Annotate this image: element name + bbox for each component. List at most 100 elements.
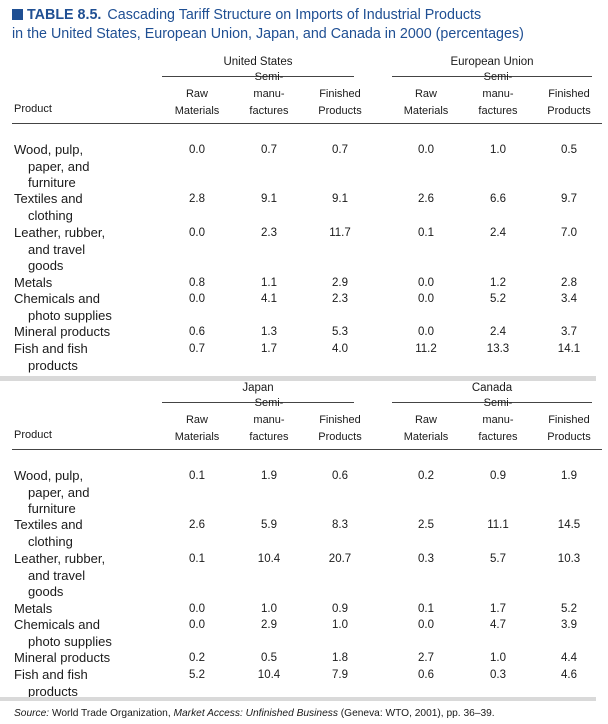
table-title: TABLE 8.5. Cascading Tariff Structure on … [12,6,602,44]
tariff-value: 0.0 [189,619,205,631]
tariff-value: 0.9 [490,470,506,482]
tariff-value: 11.1 [487,519,509,531]
tariff-value: 8.3 [332,519,348,531]
product-name-line: Metals [14,275,53,290]
product-column-header: Product [14,103,52,115]
column-header-line: manu- [482,414,514,426]
column-header-semi: Semi-manu-factures [463,395,533,446]
source-org: World Trade Organization, [51,708,171,719]
product-name: Metals [14,601,52,618]
tariff-value: 13.3 [486,343,510,355]
product-name-line: Wood, pulp, [14,142,84,157]
product-name-line: Wood, pulp, [14,468,84,483]
column-header-line: Products [318,431,362,443]
column-header-line: Products [547,105,591,117]
product-name-line: Fish and fish [14,341,88,356]
tariff-value: 2.8 [561,277,577,289]
column-header-line: Finished [319,88,361,100]
column-header-line: Materials [403,431,449,443]
tariff-value: 2.3 [261,227,277,239]
region-rule [392,402,592,403]
column-header-line: manu- [482,88,514,100]
product-name-line: and travel [28,241,86,257]
region-title: Japan [242,382,274,394]
region-rule [162,76,354,77]
source-label: Source: [14,708,50,719]
product-name-line: Textiles and [14,517,83,532]
title-line-2: in the United States, European Union, Ja… [12,26,524,42]
tariff-value: 3.9 [561,619,577,631]
column-header-line: Semi- [254,71,284,83]
tariff-value: 0.2 [189,652,205,664]
column-header-semi: Semi-manu-factures [234,69,304,120]
tariff-value: 0.6 [418,669,434,681]
tariff-value: 0.0 [418,293,434,305]
tariff-value: 2.9 [261,619,277,631]
product-name-line: and travel [28,567,86,583]
tariff-value: 0.7 [261,144,277,156]
column-header-semi: Semi-manu-factures [463,69,533,120]
tariff-value: 14.1 [557,343,581,355]
column-header-line: Finished [548,414,590,426]
tariff-value: 5.3 [332,326,348,338]
tariff-value: 0.1 [418,603,434,615]
tariff-value: 6.6 [490,193,506,205]
column-header-line: Materials [403,105,449,117]
product-name-line: photo supplies [28,633,112,649]
column-header-line: Products [547,431,591,443]
column-header-line: Finished [319,414,361,426]
source-book: Market Access: Unfinished Business [173,708,338,719]
tariff-value: 0.3 [490,669,506,681]
tariff-value: 9.1 [261,193,277,205]
tariff-value: 0.9 [332,603,348,615]
product-name-line: Mineral products [14,324,111,339]
column-header-line: Products [318,105,362,117]
column-header-line: Raw [414,88,437,100]
column-header-line: Raw [185,88,208,100]
product-name-line: paper, and [28,158,90,174]
tariff-value: 14.5 [557,519,581,531]
column-header-line: Finished [548,88,590,100]
product-name-line: products [28,357,78,373]
tariff-value: 1.0 [490,652,506,664]
tariff-value: 0.6 [332,470,348,482]
product-name: Mineral products [14,324,110,341]
tariff-value: 3.7 [561,326,577,338]
tariff-value: 1.3 [261,326,277,338]
column-header-line: manu- [253,88,285,100]
source-note: Source: World Trade Organization, Market… [14,708,495,719]
region-title: European Union [450,56,534,68]
product-name: Textiles and clothing [14,191,83,224]
tariff-value: 0.1 [189,470,205,482]
product-name: Textiles and clothing [14,517,83,550]
column-header-finished: Finished Products [534,86,604,120]
tariff-value: 0.0 [189,227,205,239]
product-name-line: products [28,683,78,699]
tariff-value: 0.0 [189,293,205,305]
column-header-finished: Finished Products [305,86,375,120]
table-panel-top: United States Raw Materials Semi-manu-factu… [12,56,602,376]
tariff-value: 9.1 [332,193,348,205]
footer-separator [0,697,596,701]
product-name: Chemicals and photo supplies [14,291,112,324]
column-header-raw: Raw Materials [391,412,461,446]
product-name: Leather, rubber, and travel goods [14,225,105,275]
tariff-value: 0.3 [418,553,434,565]
tariff-value: 20.7 [328,553,352,565]
column-header-line: factures [249,105,289,117]
product-name: Fish and fish products [14,667,88,700]
tariff-value: 5.2 [189,669,205,681]
tariff-value: 1.0 [261,603,277,615]
tariff-value: 0.6 [189,326,205,338]
product-name: Wood, pulp, paper, and furniture [14,142,89,192]
tariff-value: 7.9 [332,669,348,681]
tariff-value: 4.7 [490,619,506,631]
product-name: Chemicals and photo supplies [14,617,112,650]
tariff-value: 5.9 [261,519,277,531]
column-header-line: Materials [174,105,220,117]
column-header-line: Semi- [483,397,513,409]
tariff-value: 1.9 [261,470,277,482]
tariff-value: 2.4 [490,326,506,338]
tariff-value: 0.0 [418,619,434,631]
tariff-value: 2.7 [418,652,434,664]
